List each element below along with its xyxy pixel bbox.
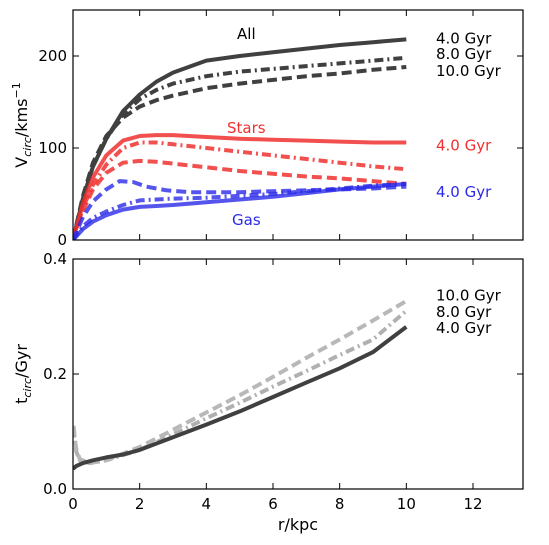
component-label: Gas	[232, 211, 261, 229]
legend-label: 4.0 Gyr	[436, 183, 492, 201]
x-tick-label: 0	[68, 495, 78, 513]
legend-label: 8.0 Gyr	[436, 303, 492, 321]
series-line-total-dashed	[73, 65, 407, 240]
legend-label: 10.0 Gyr	[436, 62, 502, 80]
y-axis-label-sup: −1	[10, 82, 23, 98]
y-axis-label-sub: circ	[21, 137, 34, 157]
series-line-total-dashdot	[73, 55, 407, 240]
y-axis-label: tcirc/Gyr	[12, 344, 34, 404]
series-line-total-solid	[73, 37, 407, 240]
series-line-stars-dashdot	[73, 140, 407, 240]
y-axis-label-sub: circ	[21, 378, 34, 398]
component-label: All	[237, 25, 256, 43]
x-tick-label: 12	[463, 495, 482, 513]
series-line-t8-dashdot	[73, 309, 408, 466]
series-line-gas-dashed	[73, 179, 407, 240]
legend-label: 4.0 Gyr	[436, 30, 492, 48]
x-tick-label: 2	[135, 495, 145, 513]
legend-label: 8.0 Gyr	[436, 45, 492, 63]
y-axis-label-main: t	[12, 398, 31, 404]
legend-label: 4.0 Gyr	[436, 319, 492, 337]
y-tick-label: 0	[57, 231, 67, 249]
series-line-t10-dashed	[73, 299, 408, 466]
plot-frame	[72, 9, 524, 241]
y-axis-label-unit: /Gyr	[12, 344, 31, 378]
y-axis-label-unit: /kms	[12, 99, 31, 138]
plot-area	[73, 299, 408, 471]
x-axis-label: r/kpc	[278, 515, 318, 534]
y-tick-label: 0.0	[43, 480, 67, 498]
series-line-stars-dashed	[73, 158, 407, 240]
y-tick-label: 0.2	[43, 365, 67, 383]
component-label: Stars	[227, 119, 266, 137]
series-line-t4-solid	[73, 325, 408, 471]
y-axis-label-main: V	[12, 157, 31, 168]
x-tick-label: 10	[397, 495, 416, 513]
legend-label: 10.0 Gyr	[436, 287, 502, 305]
x-tick-label: 8	[335, 495, 345, 513]
y-tick-label: 200	[38, 47, 67, 65]
y-tick-label: 100	[38, 139, 67, 157]
plot-area	[73, 37, 407, 240]
legend-label: 4.0 Gyr	[436, 136, 492, 154]
x-tick-label: 6	[268, 495, 278, 513]
series-line-stars-solid	[73, 133, 407, 240]
panel-2: 0 2 4 6 8 10 12 0.0 0.2 0.4 tcirc/Gyr r/kpc 10.0 Gyr…	[12, 250, 524, 534]
y-axis-label: Vcirc/kms−1	[10, 82, 34, 167]
y-tick-label: 0.4	[43, 250, 67, 268]
x-tick-label: 4	[202, 495, 212, 513]
